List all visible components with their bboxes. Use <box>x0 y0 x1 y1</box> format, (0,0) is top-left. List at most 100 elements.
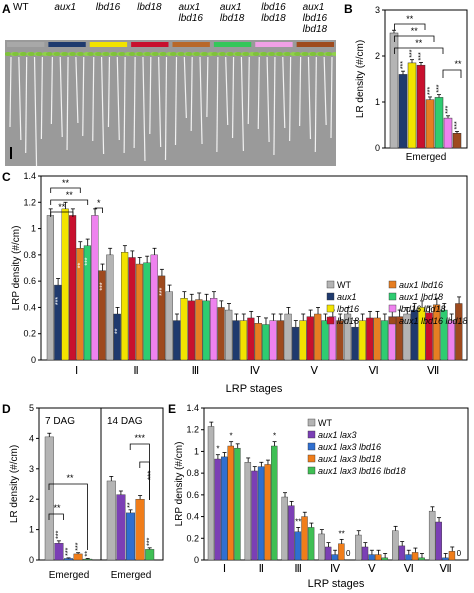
panel-d-label: D <box>2 402 11 416</box>
bar <box>106 254 114 361</box>
bar <box>331 554 338 561</box>
cotyledon <box>284 52 292 56</box>
legend-swatch <box>307 418 316 427</box>
comparison-bracket <box>394 35 435 42</box>
bar <box>435 521 442 561</box>
bar <box>61 208 69 361</box>
bar <box>416 64 426 149</box>
cotyledon <box>110 52 118 56</box>
panel-c-label: C <box>2 170 11 184</box>
root <box>282 56 286 129</box>
root <box>33 56 38 166</box>
bar <box>398 545 406 561</box>
bar <box>380 320 389 361</box>
x-tick-label: Ⅶ <box>427 365 439 377</box>
genotype-label: aux1 <box>179 2 201 13</box>
bar <box>324 546 332 561</box>
root <box>25 56 28 154</box>
cotyledon <box>87 52 95 56</box>
bar <box>180 298 188 361</box>
legend-swatch <box>388 304 397 313</box>
y-tick-label: 0.8 <box>186 468 199 478</box>
significance-mark: ** <box>84 551 91 557</box>
genotype-label: aux1 <box>303 2 325 13</box>
x-tick-label: Ⅳ <box>250 365 261 377</box>
bar <box>389 32 399 149</box>
panel-a-label: A <box>2 2 11 16</box>
bar <box>381 557 389 561</box>
comparison-bracket <box>139 461 150 500</box>
cotyledon <box>61 52 69 56</box>
root <box>183 56 187 119</box>
genotype-color-bar <box>213 42 252 47</box>
bar <box>187 300 196 361</box>
root <box>225 56 229 126</box>
cotyledon <box>118 52 126 56</box>
zero-label: 0 <box>457 549 462 558</box>
bracket-label: *** <box>135 433 146 443</box>
root <box>323 56 327 126</box>
genotype-label: aux1 <box>220 2 242 13</box>
bar <box>392 530 399 561</box>
bar <box>195 299 203 361</box>
legend-swatch <box>326 280 335 289</box>
y-tick-label: 1.2 <box>186 425 199 435</box>
significance-mark: ** <box>77 263 84 269</box>
bar <box>281 496 288 561</box>
significance-mark: *** <box>85 257 92 265</box>
chart-c: 0 0.2 0.4 0.6 0.8 1 1.2 1.4 LRP density (#/cm) Ⅰ Ⅱ… <box>11 171 468 395</box>
y-tick-label: 0 <box>31 355 36 365</box>
root <box>174 56 178 146</box>
root <box>100 56 105 155</box>
bar <box>428 510 436 561</box>
bracket-label: ** <box>411 26 419 36</box>
bar <box>425 312 433 361</box>
cotyledon <box>185 52 193 56</box>
bar <box>116 494 126 561</box>
root <box>199 56 203 145</box>
bar <box>106 480 116 561</box>
root <box>107 56 111 128</box>
cotyledon <box>276 52 284 56</box>
legend-swatch <box>307 466 316 475</box>
y-tick-label: 1 <box>31 224 36 234</box>
bar <box>46 215 55 361</box>
x-tick-label: Ⅲ <box>192 365 200 377</box>
y-tick-label: 1.2 <box>23 197 36 207</box>
comparison-bracket <box>50 199 89 205</box>
cotyledon <box>144 52 152 56</box>
root <box>257 56 260 130</box>
genotype-label: lbd16 <box>261 2 286 13</box>
significance-mark: * <box>230 432 233 441</box>
genotype-label: lbd18 <box>220 13 245 24</box>
legend-swatch <box>326 316 335 325</box>
panel-b-label: B <box>344 2 353 16</box>
genotype-labels: WT aux1 lbd16 lbd18 aux1lbd16aux1lbd18lbd16l… <box>13 2 328 35</box>
root <box>299 56 302 127</box>
bar <box>165 291 173 361</box>
root <box>92 56 95 142</box>
genotype-color-bar <box>7 42 45 47</box>
panel-e-label: E <box>168 402 177 416</box>
bracket-label: ** <box>58 202 66 212</box>
x-tick-label: Ⅶ <box>439 563 451 575</box>
bar <box>307 527 315 561</box>
bar <box>269 320 277 361</box>
root <box>216 56 219 153</box>
y-tick-label: 0.2 <box>23 329 36 339</box>
bar <box>271 445 278 561</box>
root <box>247 56 250 125</box>
bar <box>143 262 151 361</box>
bar <box>306 316 314 361</box>
bar <box>262 324 270 361</box>
bar <box>368 554 375 561</box>
bracket-label: *** <box>146 471 155 480</box>
x-tick-label: Ⅰ <box>223 563 226 575</box>
cotyledon <box>193 52 201 56</box>
legend-label: aux1 lax3 lbd18 <box>318 454 381 464</box>
bar <box>425 99 435 149</box>
bar <box>91 215 99 361</box>
x-axis-label: LRP stages <box>226 383 283 395</box>
bar <box>128 257 136 361</box>
bar <box>276 320 285 361</box>
